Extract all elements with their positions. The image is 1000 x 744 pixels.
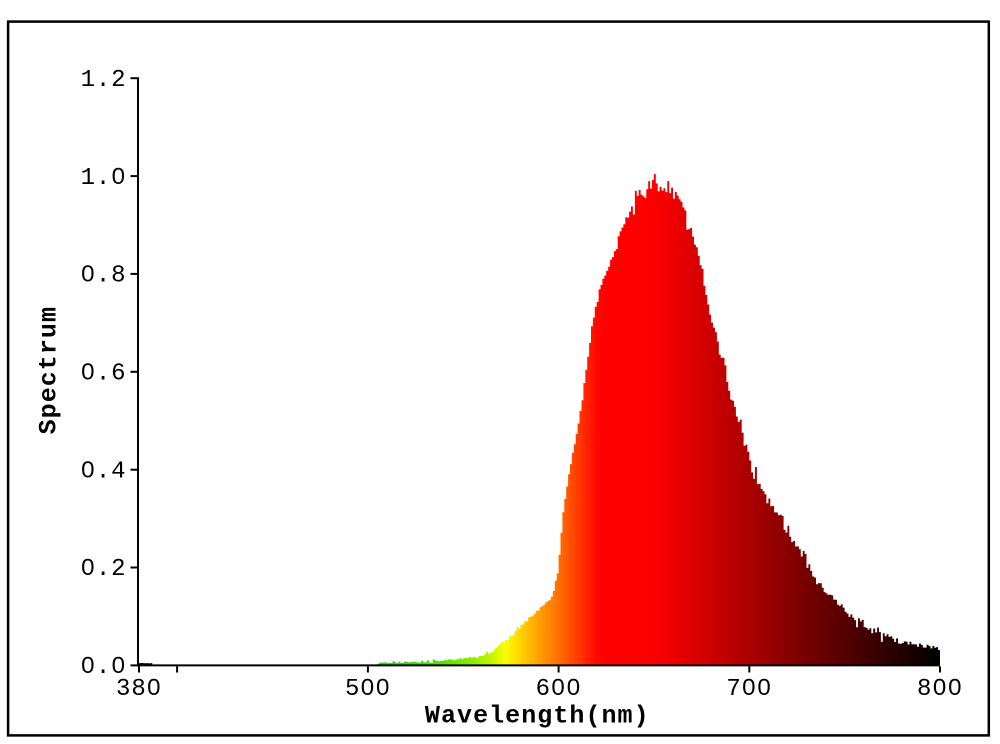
svg-text:380: 380 bbox=[116, 676, 162, 703]
svg-text:0.8: 0.8 bbox=[81, 263, 127, 290]
svg-text:800: 800 bbox=[917, 676, 963, 703]
svg-text:0.0: 0.0 bbox=[81, 654, 127, 681]
svg-text:0.2: 0.2 bbox=[81, 556, 127, 583]
svg-text:0.6: 0.6 bbox=[81, 361, 127, 388]
svg-text:Spectrum: Spectrum bbox=[35, 306, 64, 434]
svg-text:1.0: 1.0 bbox=[81, 165, 127, 192]
svg-text:Wavelength(nm): Wavelength(nm) bbox=[425, 702, 650, 731]
svg-text:600: 600 bbox=[536, 676, 582, 703]
svg-text:700: 700 bbox=[726, 676, 772, 703]
svg-text:0.4: 0.4 bbox=[81, 458, 127, 485]
svg-text:500: 500 bbox=[345, 676, 391, 703]
svg-text:1.2: 1.2 bbox=[81, 67, 127, 94]
